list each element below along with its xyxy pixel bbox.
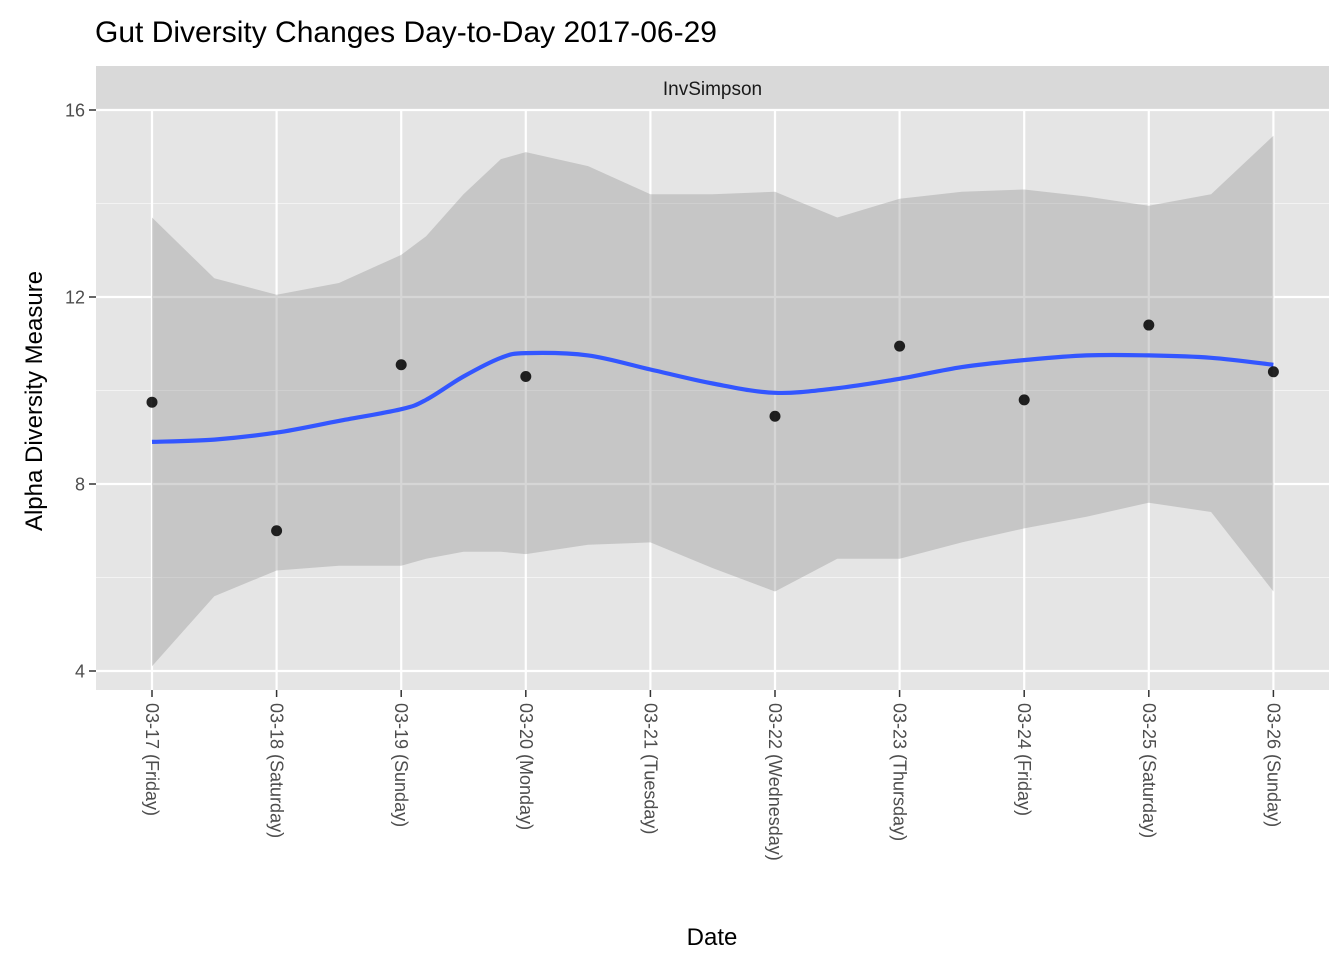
chart-title: Gut Diversity Changes Day-to-Day 2017-06…	[95, 16, 717, 49]
y-axis: 4 8 12 16	[65, 101, 96, 682]
data-point	[271, 525, 283, 537]
y-tick-label: 4	[75, 662, 85, 682]
data-points	[146, 319, 1279, 537]
data-point	[146, 396, 158, 408]
data-point	[1143, 319, 1155, 331]
x-tick-label: 03-20 (Monday)	[516, 703, 536, 830]
y-tick-label: 8	[75, 475, 85, 495]
minor-gridlines	[96, 203, 1329, 578]
x-tick-label: 03-26 (Sunday)	[1263, 703, 1283, 827]
smooth-trend-line	[151, 350, 1274, 444]
facet-label: InvSimpson	[663, 79, 762, 100]
x-tick-label: 03-25 (Saturday)	[1139, 703, 1159, 838]
x-tick-label: 03-19 (Sunday)	[391, 703, 411, 827]
x-axis-title: Date	[687, 924, 738, 951]
x-tick-label: 03-22 (Wednesday)	[765, 703, 785, 861]
data-point	[395, 359, 407, 371]
confidence-band	[152, 135, 1274, 667]
x-tick-label: 03-17 (Friday)	[142, 703, 162, 816]
data-point	[894, 340, 906, 352]
data-point	[1267, 366, 1279, 378]
x-tick-label: 03-23 (Thursday)	[890, 703, 910, 841]
x-axis: 03-17 (Friday) 03-18 (Saturday) 03-19 (Sun…	[142, 690, 1283, 861]
plot-panel	[96, 110, 1329, 690]
data-point	[769, 410, 781, 422]
x-tick-label: 03-21 (Tuesday)	[640, 703, 660, 834]
data-point	[520, 370, 532, 382]
y-axis-title: Alpha Diversity Measure	[21, 271, 48, 531]
data-point	[1018, 394, 1030, 406]
facet-strip	[96, 66, 1329, 110]
y-tick-label: 12	[65, 288, 85, 308]
y-tick-label: 16	[65, 101, 85, 121]
x-tick-label: 03-24 (Friday)	[1014, 703, 1034, 816]
x-tick-label: 03-18 (Saturday)	[267, 703, 287, 838]
